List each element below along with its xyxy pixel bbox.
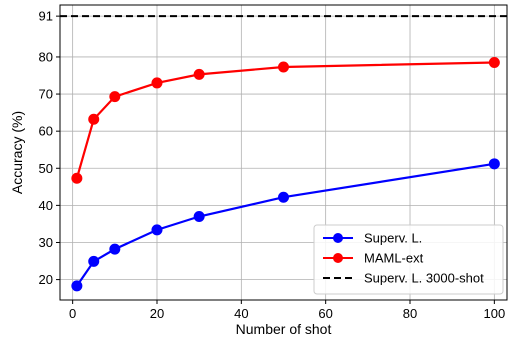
x-axis-label: Number of shot [236, 321, 332, 337]
x-tick-label: 80 [403, 306, 417, 321]
y-tick-label: 91 [39, 9, 53, 24]
x-tick-label: 60 [318, 306, 332, 321]
y-tick-label: 40 [39, 198, 53, 213]
y-tick-label: 50 [39, 161, 53, 176]
data-point [109, 243, 121, 255]
legend-entry: Superv. L. [323, 231, 422, 246]
data-point [193, 68, 205, 80]
data-point [71, 280, 83, 292]
legend-label: MAML-ext [364, 251, 424, 266]
legend-entry: MAML-ext [323, 251, 424, 266]
x-tick-label: 100 [483, 306, 505, 321]
series-line [75, 61, 495, 179]
data-point [88, 255, 100, 267]
axis-ticks: 0 20 40 60 80 100 20 30 40 50 60 70 80 91 [39, 9, 506, 321]
data-point [488, 57, 500, 69]
y-tick-label: 80 [39, 49, 53, 64]
data-point [151, 77, 163, 89]
data-point [109, 91, 121, 103]
series-1 [71, 158, 500, 292]
legend-box [313, 224, 504, 295]
data-point [278, 61, 289, 73]
data-point [193, 211, 205, 223]
legend: Superv. L. MAML-ext Superv. L. 3000-shot [313, 224, 504, 295]
y-tick-label: 70 [39, 87, 53, 102]
y-tick-label: 30 [39, 235, 53, 250]
y-axis-label: Accuracy (%) [9, 111, 25, 194]
y-tick-label: 60 [39, 124, 53, 139]
x-tick-label: 0 [69, 306, 76, 321]
plot-frame [59, 4, 508, 301]
legend-swatch-marker [333, 253, 343, 263]
data-point [71, 172, 83, 184]
y-tick-label: 20 [39, 272, 53, 287]
legend-swatch-marker [333, 233, 343, 243]
data-point [488, 158, 500, 170]
data-point [88, 113, 100, 125]
data-point [151, 224, 163, 236]
legend-label: Superv. L. [364, 231, 422, 246]
data-series [60, 15, 507, 292]
legend-entry: Superv. L. 3000-shot [323, 271, 484, 286]
legend-label: Superv. L. 3000-shot [364, 271, 484, 286]
data-point [278, 191, 289, 203]
x-tick-label: 40 [234, 306, 248, 321]
series-2 [71, 57, 500, 184]
x-tick-label: 20 [150, 306, 164, 321]
